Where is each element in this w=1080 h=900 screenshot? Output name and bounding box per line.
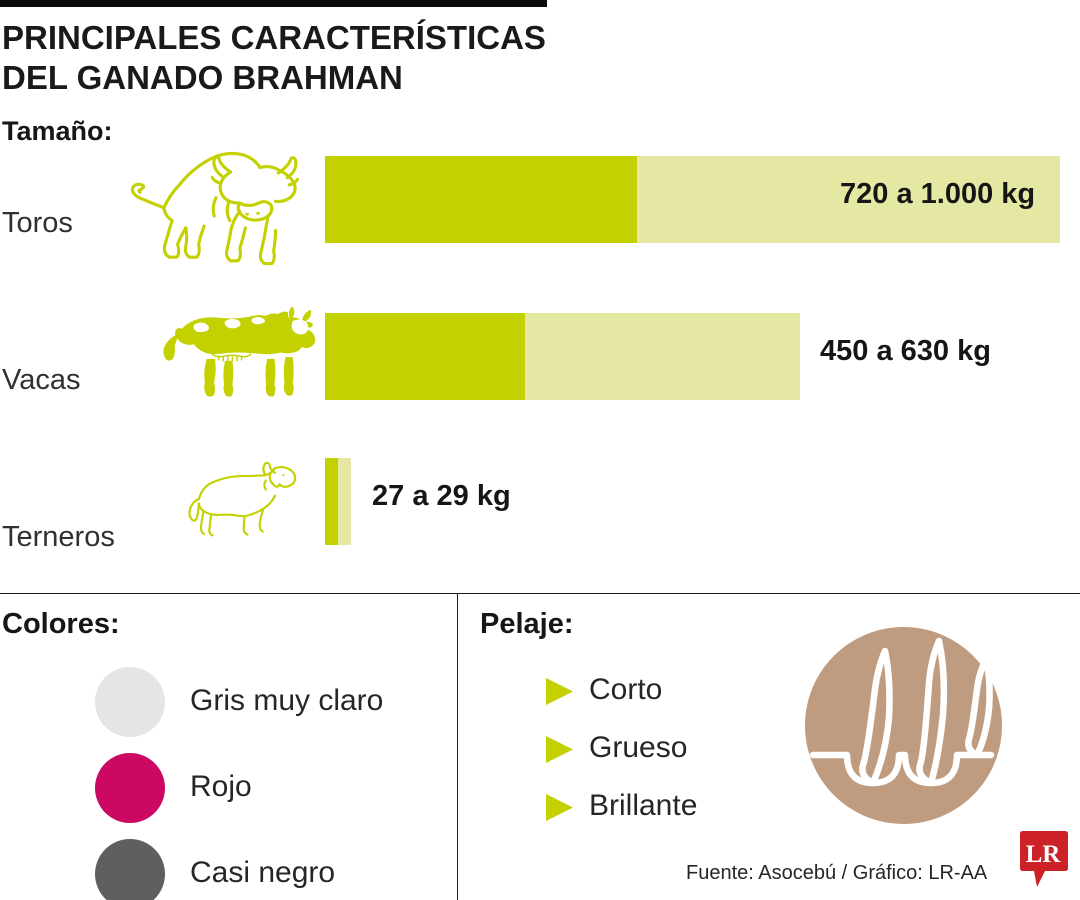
svg-text:LR: LR <box>1026 841 1062 868</box>
